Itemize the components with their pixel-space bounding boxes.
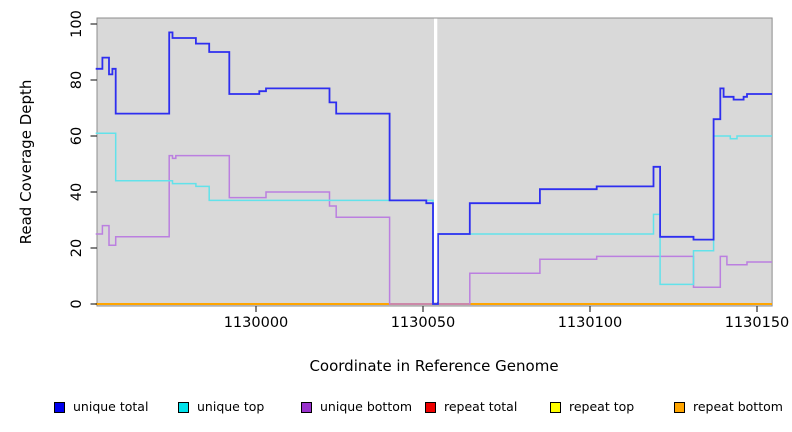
y-tick-label: 0 [69, 299, 85, 308]
no-data-gap-group [434, 18, 438, 302]
legend-swatch-icon [301, 401, 312, 413]
x-tick-label: 1130050 [391, 315, 456, 331]
legend-item-unique-total: unique total [54, 398, 148, 416]
series-line-unique-top [95, 132, 772, 305]
series-line-unique-bottom [95, 154, 772, 305]
legend-swatch-icon [674, 401, 685, 413]
legend-swatch-icon [425, 401, 436, 413]
legend-label: repeat bottom [693, 399, 783, 414]
series-lines-group [95, 31, 772, 305]
y-tick-label: 100 [69, 10, 85, 38]
legend-item-unique-bottom: unique bottom [301, 398, 412, 416]
legend-label: unique top [197, 399, 265, 414]
legend-label: unique total [73, 399, 149, 414]
legend: unique total unique top unique bottom repea… [0, 398, 792, 420]
legend-label: repeat top [569, 399, 635, 414]
x-tick-label: 1130150 [725, 315, 790, 331]
axes-group: 1130000 1130050 1130100 1130150 0 20 40 60 80 100 [69, 10, 789, 331]
coverage-chart: 1130000 1130050 1130100 1130150 0 20 40 60 80 100 [69, 10, 789, 331]
legend-swatch-icon [178, 401, 189, 413]
legend-label: unique bottom [320, 399, 413, 414]
no-data-gap-band [434, 18, 438, 302]
y-tick-label: 60 [69, 127, 85, 145]
legend-item-repeat-total: repeat total [425, 398, 517, 416]
legend-swatch-icon [54, 401, 65, 413]
legend-swatch-icon [550, 401, 561, 413]
legend-item-repeat-top: repeat top [550, 398, 634, 416]
x-tick-label: 1130100 [558, 315, 623, 331]
y-tick-label: 40 [69, 183, 85, 201]
y-axis-title: Read Coverage Depth [17, 79, 35, 245]
legend-item-repeat-bottom: repeat bottom [674, 398, 783, 416]
x-axis-title: Coordinate in Reference Genome [309, 357, 559, 375]
series-line-unique-total [95, 31, 772, 305]
legend-label: repeat total [444, 399, 518, 414]
plot-frame [96, 17, 773, 307]
y-tick-label: 80 [69, 71, 85, 89]
legend-item-unique-top: unique top [178, 398, 264, 416]
x-tick-label: 1130000 [224, 315, 289, 331]
y-tick-label: 20 [69, 239, 85, 257]
